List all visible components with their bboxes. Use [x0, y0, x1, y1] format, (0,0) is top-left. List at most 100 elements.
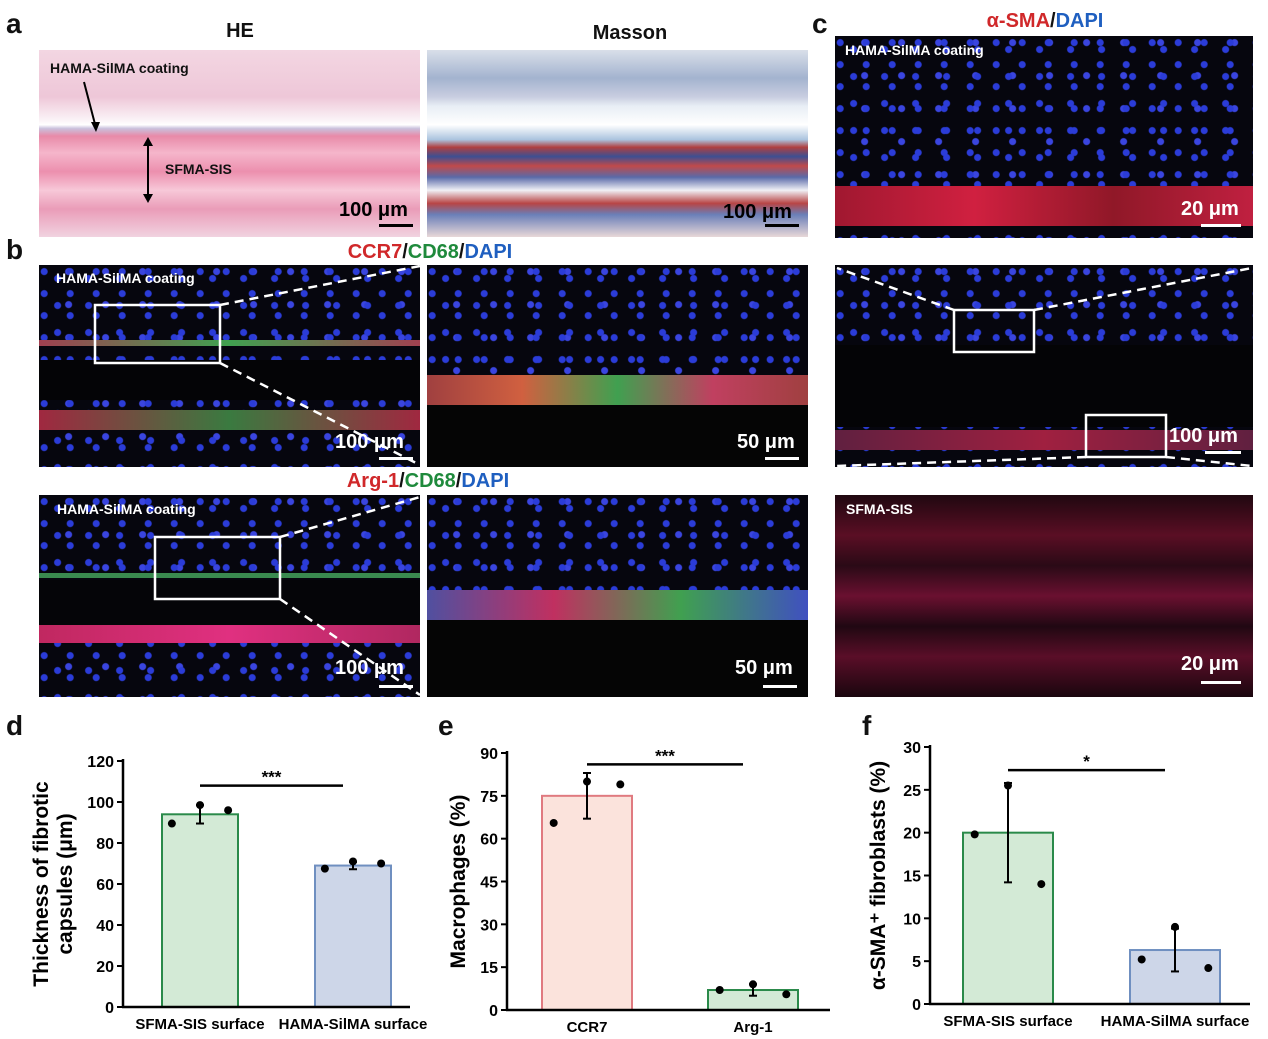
y-tick-label: 10 — [903, 911, 921, 928]
x-tick-label: SFMA-SIS surface — [943, 1013, 1072, 1030]
scale-bar-label: 100 μm — [1169, 425, 1238, 447]
y-tick-label: 0 — [912, 997, 921, 1014]
panel-label-c: c — [812, 8, 828, 39]
y-tick-label: 15 — [480, 960, 498, 977]
x-tick-label: HAMA-SilMA surface — [279, 1016, 428, 1033]
title-sep: / — [399, 470, 405, 492]
scale-bar-label: 20 μm — [1181, 653, 1239, 675]
x-tick-label: CCR7 — [567, 1019, 608, 1036]
scale-bar — [1201, 224, 1241, 227]
y-tick-label: 20 — [903, 826, 921, 843]
coating-annotation: HAMA-SilMA coating — [50, 60, 189, 76]
title-sep: / — [1050, 10, 1056, 32]
y-tick-label: 45 — [480, 875, 498, 892]
data-point — [616, 780, 625, 789]
chart-macrophages: CCR7 Arg-1 0 15 30 45 60 75 90 Macrophages (%) *** — [447, 746, 830, 1036]
title-asma: α-SMA — [986, 10, 1051, 32]
coating-label: HAMA-SilMA coating — [57, 501, 196, 517]
masson-title: Masson — [592, 22, 668, 44]
scale-bar — [765, 224, 799, 227]
panel-label-a: a — [6, 8, 22, 39]
x-tick-label: SFMA-SIS surface — [135, 1016, 264, 1033]
y-tick-label: 5 — [912, 954, 921, 971]
panel-label-e: e — [438, 710, 454, 741]
panel-label-d: d — [6, 710, 24, 741]
coating-label: HAMA-SilMA coating — [56, 270, 195, 286]
data-point — [549, 818, 558, 827]
title-sep: / — [402, 241, 408, 263]
chart-thickness: SFMA-SIS surface HAMA-SilMA surface 0 20 40 6… — [30, 754, 428, 1033]
scale-bar — [1205, 451, 1241, 454]
asma-stain-title: α-SMA/DAPI — [900, 10, 1190, 33]
bar — [541, 794, 633, 1012]
scale-bar-label: 50 μm — [735, 657, 793, 679]
title-ccr7: CCR7 — [347, 241, 403, 263]
y-tick-label: 100 — [87, 795, 114, 812]
y-tick-label: 0 — [489, 1003, 498, 1020]
scale-bar-label: 100 μm — [339, 199, 408, 221]
y-tick-label: 90 — [480, 746, 498, 763]
y-tick-label: 0 — [105, 1000, 114, 1017]
sfma-sis-annotation: SFMA-SIS — [165, 161, 232, 177]
y-axis-label: Macrophages (%) — [447, 795, 470, 969]
scale-bar-label: 100 μm — [335, 657, 404, 679]
scale-bar — [379, 685, 413, 688]
data-point — [970, 830, 979, 839]
data-point — [377, 859, 386, 868]
scale-bar — [763, 685, 797, 688]
asma-coating-image: HAMA-SilMA coating 20 μm — [835, 36, 1253, 238]
ccr7-low-mag-image: HAMA-SilMA coating 100 μm — [39, 265, 420, 467]
data-point — [1204, 964, 1213, 973]
y-axis-label: α-SMA⁺ fibroblasts (%) — [867, 761, 890, 990]
data-point — [320, 864, 329, 873]
y-tick-label: 60 — [480, 832, 498, 849]
y-tick-label: 15 — [903, 869, 921, 886]
title-dapi: DAPI — [464, 241, 513, 263]
scale-bar-label: 100 μm — [723, 201, 792, 223]
y-tick-label: 75 — [480, 789, 498, 806]
sfma-label: SFMA-SIS — [846, 501, 913, 517]
chart-fibroblasts: SFMA-SIS surface HAMA-SilMA surface 0 5 10 15… — [867, 740, 1250, 1030]
scale-bar-label: 20 μm — [1181, 198, 1239, 220]
y-tick-label: 40 — [96, 918, 114, 935]
title-arg1: Arg-1 — [346, 470, 400, 492]
panel-label-f: f — [862, 710, 872, 741]
significance-label: *** — [655, 746, 675, 765]
y-axis-label: capsules (μm) — [54, 813, 77, 954]
he-title: HE — [226, 20, 254, 42]
bar — [161, 813, 239, 1008]
masson-stain-image: 100 μm — [427, 50, 808, 237]
significance-label: *** — [262, 768, 282, 787]
data-point — [782, 990, 791, 999]
significance-label: * — [1083, 752, 1090, 771]
data-point — [1004, 781, 1012, 790]
y-axis-label: Thickness of fibrotic — [30, 781, 53, 987]
data-point — [224, 806, 233, 815]
x-tick-label: HAMA-SilMA surface — [1101, 1013, 1250, 1030]
asma-sfma-image: SFMA-SIS 20 μm — [835, 495, 1253, 697]
ccr7-high-mag-image: 50 μm — [427, 265, 808, 467]
asma-low-mag-image: 100 μm — [835, 265, 1253, 467]
coating-label: HAMA-SilMA coating — [845, 42, 984, 58]
title-dapi: DAPI — [461, 470, 510, 492]
panel-label-b: b — [6, 234, 24, 265]
scale-bar — [379, 457, 413, 460]
scale-bar-label: 100 μm — [335, 431, 404, 453]
data-point — [1037, 880, 1046, 889]
title-dapi: DAPI — [1055, 10, 1104, 32]
y-tick-label: 60 — [96, 877, 114, 894]
data-point — [167, 819, 176, 828]
title-sep: / — [458, 241, 465, 263]
data-point — [749, 980, 757, 989]
title-cd68: CD68 — [404, 470, 456, 492]
arg1-stain-title: Arg-1/CD68/DAPI — [228, 470, 628, 493]
data-point — [583, 777, 591, 786]
y-tick-label: 80 — [96, 836, 114, 853]
y-tick-label: 25 — [903, 783, 921, 800]
y-tick-label: 30 — [480, 917, 498, 934]
x-tick-label: Arg-1 — [733, 1019, 772, 1036]
bar — [314, 864, 392, 1008]
he-stain-image: HAMA-SilMA coating SFMA-SIS 100 μm — [39, 50, 420, 237]
y-tick-label: 120 — [87, 754, 114, 771]
arg1-low-mag-image: HAMA-SilMA coating 100 μm — [39, 495, 420, 697]
